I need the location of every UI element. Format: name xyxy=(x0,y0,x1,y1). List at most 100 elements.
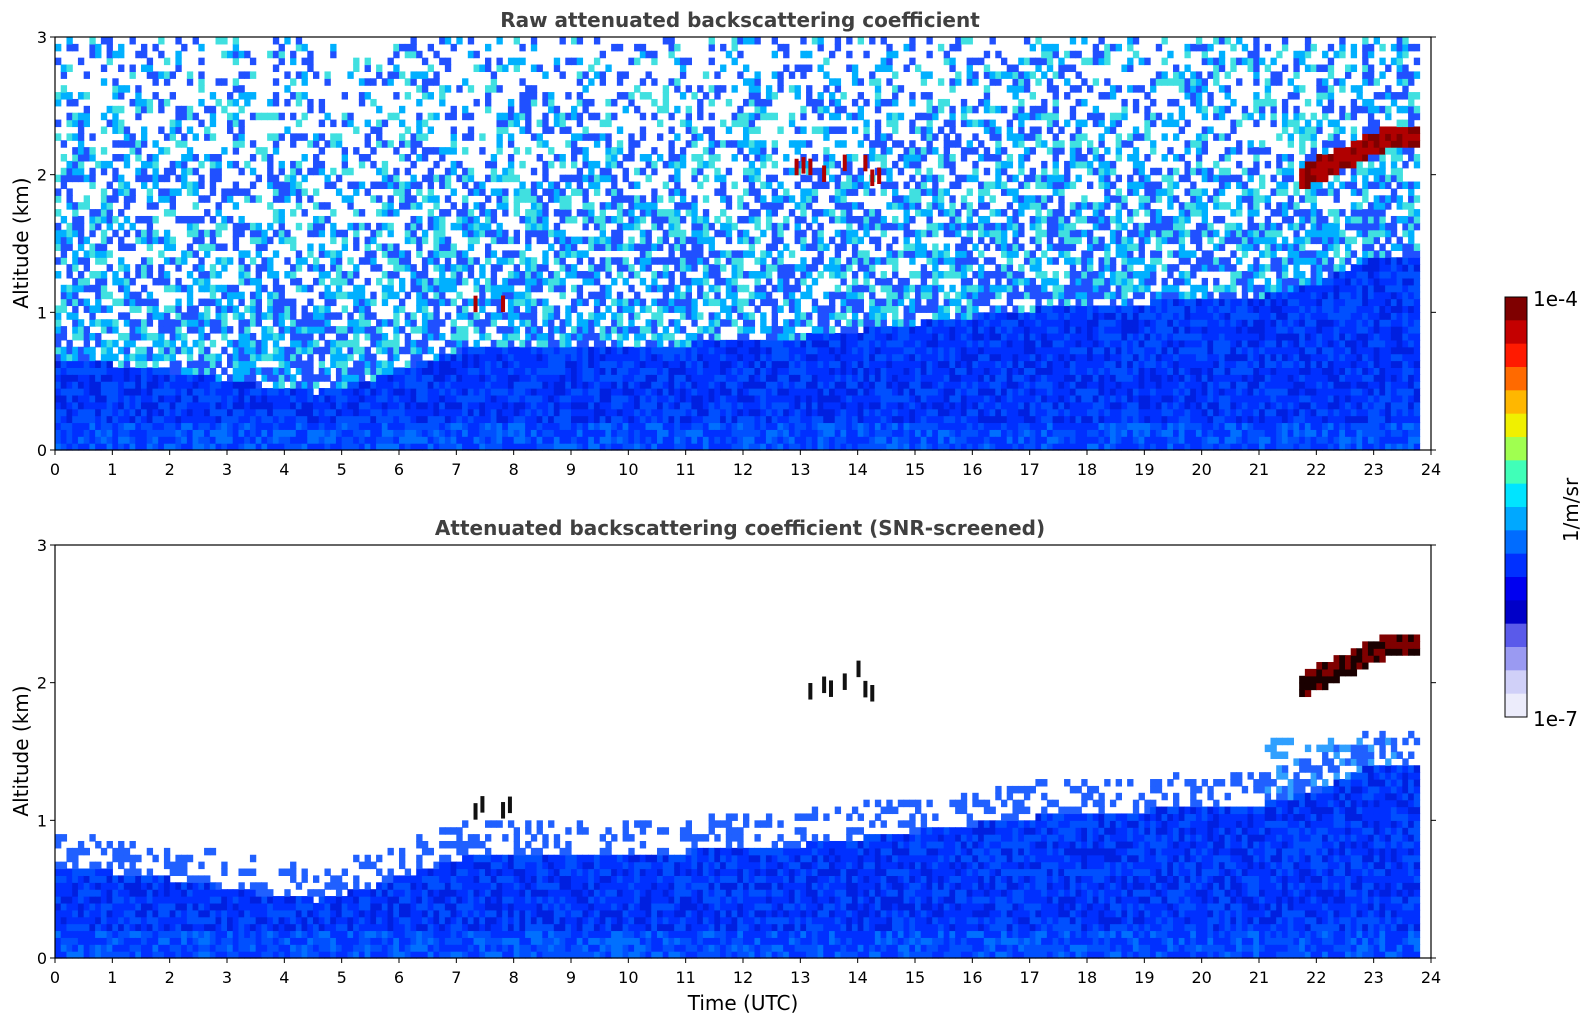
raw-heatmap-cell xyxy=(743,394,750,403)
raw-heatmap-cell xyxy=(370,443,377,451)
raw-heatmap-cell xyxy=(146,215,154,224)
raw-heatmap-cell xyxy=(215,374,222,382)
raw-heatmap-cell xyxy=(651,284,658,293)
raw-heatmap-cell xyxy=(112,119,119,128)
raw-heatmap-cell xyxy=(416,436,423,444)
raw-heatmap-cell xyxy=(657,436,664,444)
raw-heatmap-cell xyxy=(811,332,819,341)
raw-heatmap-cell xyxy=(611,312,618,320)
raw-heatmap-cell xyxy=(181,367,188,375)
raw-heatmap-cell xyxy=(301,422,308,430)
raw-heatmap-cell xyxy=(123,291,131,300)
raw-heatmap-cell xyxy=(593,57,601,66)
raw-heatmap-cell xyxy=(473,222,480,231)
raw-heatmap-cell xyxy=(507,394,515,403)
raw-heatmap-cell xyxy=(123,394,131,403)
raw-heatmap-cell xyxy=(55,188,62,196)
raw-heatmap-cell xyxy=(605,257,612,265)
raw-heatmap-cell xyxy=(490,188,498,196)
raw-heatmap-cell xyxy=(169,339,176,348)
raw-heatmap-cell xyxy=(645,346,652,355)
raw-heatmap-cell xyxy=(800,360,807,368)
raw-heatmap-cell xyxy=(616,346,624,355)
raw-heatmap-cell xyxy=(261,339,268,348)
raw-heatmap-cell xyxy=(77,429,85,437)
raw-heatmap-cell xyxy=(456,429,463,437)
raw-heatmap-cell xyxy=(244,326,251,334)
raw-heatmap-cell xyxy=(118,408,125,417)
raw-heatmap-cell xyxy=(685,394,692,403)
raw-heatmap-cell xyxy=(358,443,366,451)
raw-heatmap-cell xyxy=(83,394,90,403)
raw-heatmap-cell xyxy=(421,133,429,141)
raw-heatmap-cell xyxy=(485,174,492,183)
raw-heatmap-cell xyxy=(238,250,245,258)
raw-heatmap-cell xyxy=(410,264,417,272)
raw-heatmap-cell xyxy=(158,264,165,272)
raw-heatmap-cell xyxy=(416,408,423,417)
raw-heatmap-cell xyxy=(548,388,555,396)
raw-heatmap-cell xyxy=(708,360,715,368)
raw-heatmap-cell xyxy=(731,284,738,293)
raw-heatmap-cell xyxy=(209,188,217,196)
raw-heatmap-cell xyxy=(272,50,280,59)
raw-heatmap-cell xyxy=(662,401,670,410)
raw-heatmap-cell xyxy=(697,353,704,362)
raw-heatmap-cell xyxy=(616,160,624,169)
raw-heatmap-cell xyxy=(95,443,102,451)
raw-heatmap-cell xyxy=(507,312,515,320)
raw-heatmap-cell xyxy=(387,195,394,203)
raw-heatmap-cell xyxy=(553,181,561,190)
raw-heatmap-cell xyxy=(221,436,228,444)
raw-heatmap-cell xyxy=(639,126,647,134)
raw-heatmap-cell xyxy=(485,209,492,217)
raw-heatmap-cell xyxy=(479,188,486,196)
raw-heatmap-cell xyxy=(530,64,538,73)
raw-heatmap-cell xyxy=(502,394,509,403)
raw-heatmap-cell xyxy=(588,367,595,375)
raw-heatmap-cell xyxy=(146,174,154,183)
raw-heatmap-cell xyxy=(175,140,182,148)
raw-heatmap-cell xyxy=(725,284,733,293)
raw-heatmap-cell xyxy=(284,181,291,190)
raw-heatmap-cell xyxy=(639,429,647,437)
raw-heatmap-cell xyxy=(496,408,503,417)
raw-heatmap-cell xyxy=(450,346,457,355)
raw-heatmap-cell xyxy=(295,284,303,293)
raw-heatmap-cell xyxy=(272,394,280,403)
raw-heatmap-cell xyxy=(507,381,515,389)
raw-heatmap-cell xyxy=(129,374,136,382)
raw-heatmap-cell xyxy=(152,388,159,396)
raw-heatmap-cell xyxy=(186,126,194,134)
raw-heatmap-cell xyxy=(748,429,756,437)
raw-heatmap-cell xyxy=(806,243,813,251)
raw-heatmap-cell xyxy=(158,105,165,114)
raw-heatmap-cell xyxy=(645,257,652,265)
raw-heatmap-cell xyxy=(307,140,314,148)
raw-heatmap-cell xyxy=(593,291,601,300)
raw-heatmap-cell xyxy=(278,353,285,362)
raw-heatmap-cell xyxy=(410,408,417,417)
raw-heatmap-cell xyxy=(502,415,509,424)
raw-heatmap-cell xyxy=(462,312,469,320)
raw-heatmap-cell xyxy=(760,443,767,451)
raw-heatmap-cell xyxy=(725,443,733,451)
raw-heatmap-cell xyxy=(829,332,836,341)
raw-heatmap-cell xyxy=(106,50,113,59)
raw-heatmap-cell xyxy=(387,78,394,86)
raw-heatmap-cell xyxy=(60,257,68,265)
raw-heatmap-cell xyxy=(783,353,790,362)
raw-heatmap-cell xyxy=(485,298,492,307)
raw-heatmap-cell xyxy=(318,401,326,410)
raw-heatmap-cell xyxy=(783,264,790,272)
raw-heatmap-cell xyxy=(427,284,434,293)
raw-heatmap-cell xyxy=(358,160,366,169)
raw-heatmap-cell xyxy=(628,57,635,66)
raw-heatmap-cell xyxy=(559,360,566,368)
raw-heatmap-cell xyxy=(376,195,383,203)
raw-heatmap-cell xyxy=(605,160,612,169)
raw-heatmap-cell xyxy=(95,374,102,382)
raw-heatmap-cell xyxy=(204,277,211,286)
raw-heatmap-cell xyxy=(376,388,383,396)
raw-heatmap-cell xyxy=(163,401,171,410)
